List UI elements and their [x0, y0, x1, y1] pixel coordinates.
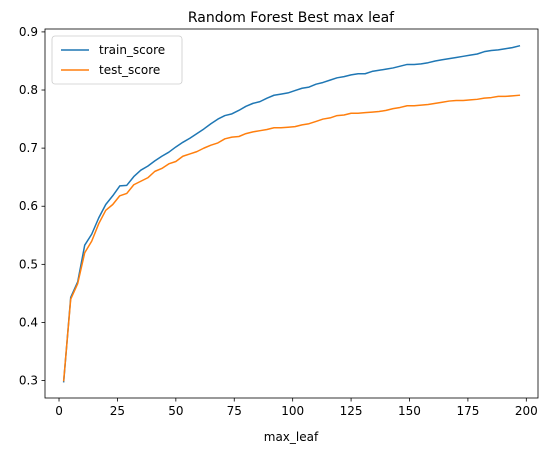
legend-box — [51, 35, 183, 85]
legend-label: test_score — [99, 63, 160, 77]
y-axis: 0.3 0.4 0.5 0.6 0.7 0.8 0.9 — [19, 25, 45, 388]
series-layer — [62, 44, 521, 383]
x-axis-label: max_leaf — [264, 430, 319, 444]
y-tick-label: 0.6 — [19, 199, 38, 213]
x-tick-label: 150 — [398, 404, 421, 418]
y-tick-label: 0.9 — [19, 25, 38, 39]
series-line-train-score — [62, 44, 521, 383]
chart-title: Random Forest Best max leaf — [188, 10, 395, 26]
x-axis: 0 25 50 75 100 125 150 175 200 — [55, 398, 538, 418]
x-tick-label: 0 — [55, 404, 63, 418]
legend-label: train_score — [99, 43, 165, 57]
x-tick-label: 200 — [515, 404, 538, 418]
x-tick-label: 125 — [340, 404, 363, 418]
x-tick-label: 75 — [227, 404, 242, 418]
legend: train_score test_score — [51, 35, 183, 85]
y-tick-label: 0.8 — [19, 83, 38, 97]
x-tick-label: 175 — [456, 404, 479, 418]
x-tick-label: 100 — [281, 404, 304, 418]
series-line-test-score — [62, 94, 521, 382]
x-tick-label: 50 — [168, 404, 183, 418]
y-tick-label: 0.7 — [19, 141, 38, 155]
y-tick-label: 0.3 — [19, 374, 38, 388]
y-tick-label: 0.4 — [19, 315, 38, 329]
x-tick-label: 25 — [110, 404, 125, 418]
y-tick-label: 0.5 — [19, 257, 38, 271]
plot-frame — [44, 28, 539, 399]
